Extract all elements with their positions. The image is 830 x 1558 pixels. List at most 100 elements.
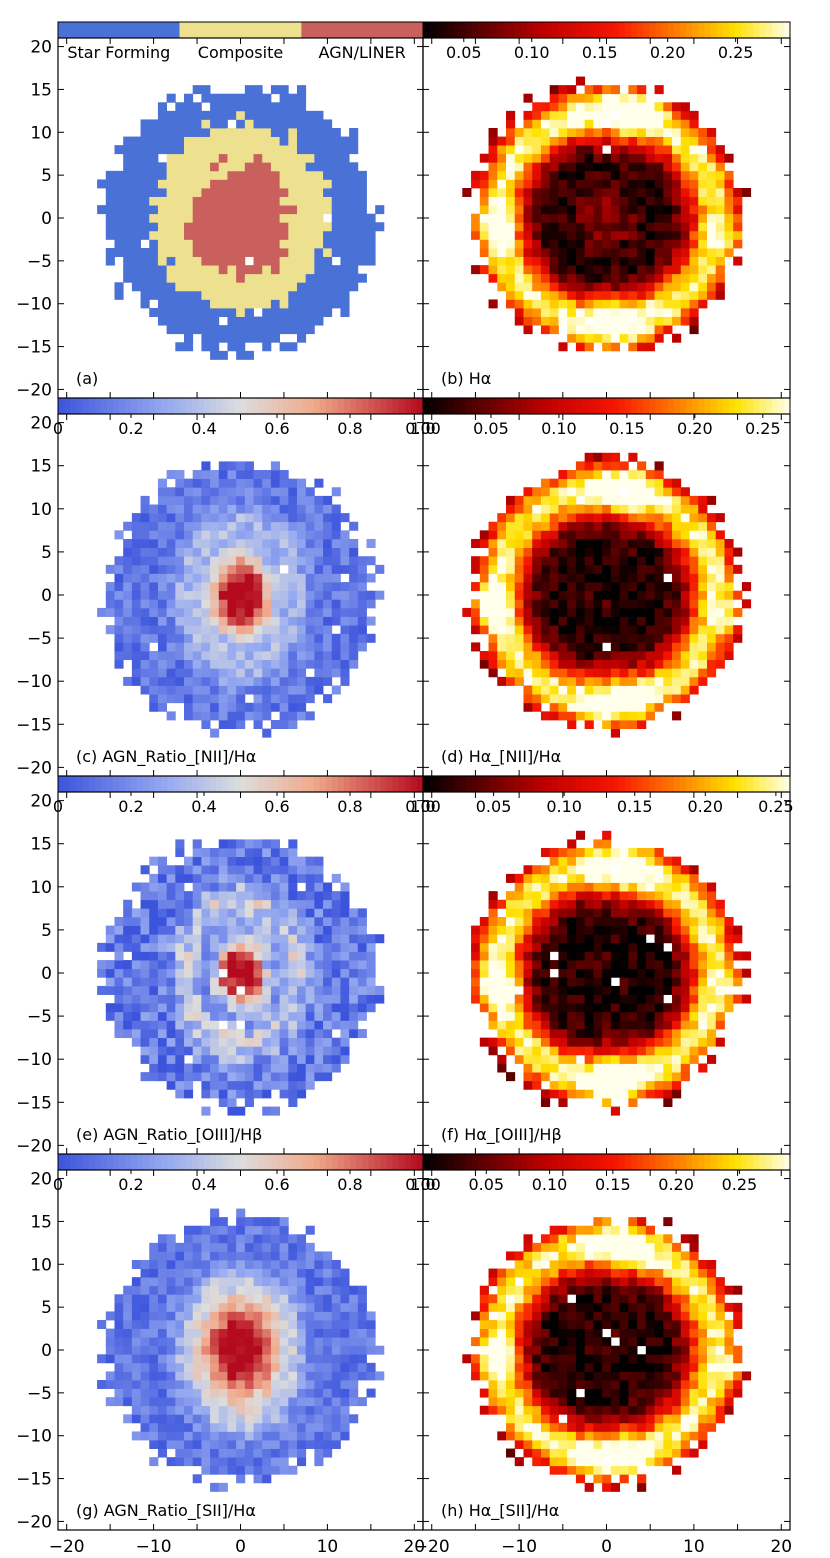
- heat-cell: [123, 179, 133, 189]
- heat-cell: [540, 495, 551, 505]
- heat-cell: [157, 873, 168, 883]
- heat-cell: [637, 521, 647, 531]
- heat-cell: [253, 702, 263, 712]
- heat-cell: [488, 934, 498, 944]
- heat-cell: [680, 968, 690, 978]
- heat-cell: [593, 573, 603, 583]
- heat-cell: [654, 230, 664, 240]
- heat-cell: [131, 1405, 141, 1415]
- heat-cell: [262, 934, 272, 944]
- heat-cell: [506, 119, 516, 129]
- heat-cell: [349, 162, 359, 172]
- heat-cell: [340, 162, 350, 172]
- heat-cell: [157, 239, 168, 249]
- heat-cell: [305, 1072, 315, 1082]
- heat-cell: [210, 342, 220, 352]
- heat-cell: [201, 960, 211, 970]
- heat-cell: [340, 599, 350, 609]
- heat-cell: [279, 93, 289, 103]
- heat-cell: [323, 265, 333, 275]
- heat-cell: [236, 342, 246, 352]
- heat-cell: [575, 248, 586, 257]
- heat-cell: [558, 564, 568, 574]
- heat-cell: [514, 564, 524, 574]
- heat-cell: [637, 916, 647, 926]
- heat-cell: [262, 1106, 272, 1116]
- heat-cell: [166, 633, 176, 643]
- heat-cell: [637, 299, 647, 309]
- heat-cell: [340, 1046, 350, 1056]
- heat-cell: [192, 188, 202, 197]
- heat-cell: [253, 616, 263, 626]
- heat-cell: [175, 504, 185, 514]
- heat-cell: [602, 625, 612, 635]
- heat-cell: [506, 564, 516, 574]
- heat-cell: [105, 1371, 115, 1381]
- heat-cell: [166, 119, 176, 129]
- heat-cell: [724, 625, 734, 635]
- heat-cell: [549, 513, 559, 523]
- heat-cell: [140, 573, 150, 583]
- heat-cell: [488, 205, 498, 215]
- heat-cell: [733, 256, 743, 266]
- heat-cell: [201, 282, 211, 292]
- heat-cell: [192, 1260, 202, 1269]
- heat-cell: [244, 188, 254, 197]
- heat-cell: [253, 839, 263, 849]
- heat-cell: [323, 222, 333, 232]
- heat-cell: [523, 1037, 533, 1047]
- heat-cell: [654, 222, 664, 232]
- heat-cell: [619, 564, 629, 574]
- heat-cell: [262, 891, 272, 901]
- heat-cell: [149, 685, 159, 695]
- heat-cell: [689, 1003, 699, 1013]
- heat-cell: [663, 179, 673, 189]
- heat-cell: [602, 102, 612, 112]
- heat-cell: [305, 685, 315, 695]
- heat-cell: [349, 916, 359, 926]
- heat-cell: [157, 1020, 168, 1030]
- heat-cell: [654, 968, 664, 978]
- heat-cell: [262, 951, 272, 961]
- heat-cell: [724, 599, 734, 609]
- heat-cell: [340, 513, 350, 523]
- heat-cell: [296, 925, 307, 935]
- heat-cell: [184, 188, 194, 197]
- heat-cell: [602, 461, 612, 471]
- heat-cell: [514, 128, 524, 137]
- heat-cell: [610, 290, 621, 300]
- heat-cell: [349, 521, 359, 531]
- heat-cell: [236, 119, 246, 129]
- heat-cell: [305, 891, 315, 901]
- heat-cell: [575, 153, 586, 163]
- heat-cell: [192, 162, 202, 172]
- heat-cell: [288, 659, 298, 669]
- heat-cell: [575, 934, 586, 944]
- heat-cell: [506, 239, 516, 249]
- heat-cell: [610, 702, 621, 712]
- heat-cell: [210, 942, 220, 952]
- heat-cell: [706, 599, 717, 609]
- heat-cell: [175, 882, 185, 892]
- heat-cell: [593, 916, 603, 926]
- heat-cell: [236, 908, 246, 918]
- heat-cell: [157, 222, 168, 232]
- heat-cell: [689, 985, 699, 995]
- heat-cell: [323, 994, 333, 1004]
- heat-cell: [270, 1003, 281, 1013]
- heat-cell: [540, 985, 551, 995]
- heat-cell: [192, 556, 202, 566]
- heat-cell: [558, 1029, 568, 1039]
- heat-cell: [201, 1234, 211, 1244]
- heat-cell: [227, 1097, 237, 1107]
- heat-cell: [227, 136, 237, 146]
- heat-cell: [340, 308, 350, 317]
- heat-cell: [575, 205, 586, 215]
- heat-cell: [262, 960, 272, 970]
- heat-cell: [262, 128, 272, 137]
- heat-cell: [244, 230, 254, 240]
- heat-cell: [192, 316, 202, 326]
- heat-cell: [192, 873, 202, 883]
- heat-cell: [192, 1448, 202, 1458]
- heat-cell: [227, 1251, 237, 1261]
